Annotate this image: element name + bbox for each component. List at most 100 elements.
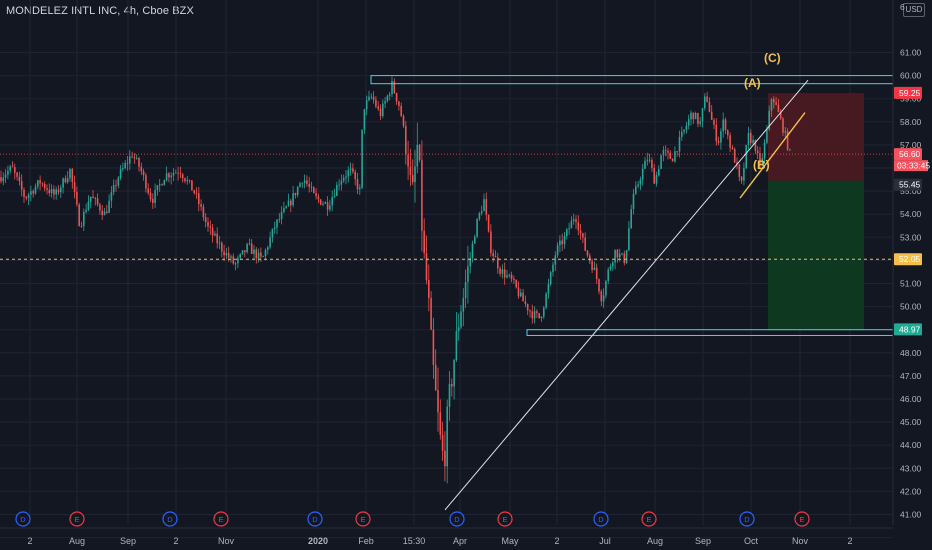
event-marker-label: D (312, 515, 318, 524)
candle-body (294, 193, 297, 196)
candle-body (414, 166, 416, 183)
candle-body (273, 227, 276, 229)
candle-body (216, 233, 218, 244)
candle-body (694, 113, 697, 120)
candle-body (239, 253, 241, 258)
candle-body (441, 434, 444, 451)
dividend-marker (162, 511, 178, 527)
candle-body (547, 284, 550, 294)
candle-body (395, 92, 398, 102)
candle-body (584, 237, 586, 251)
candle-body (227, 253, 230, 258)
candle-body (322, 203, 324, 205)
candle-body (490, 231, 492, 254)
candle-body (250, 243, 253, 254)
candle-body (253, 249, 255, 254)
candle-body (609, 266, 612, 270)
candle-body (290, 200, 292, 206)
candle-body (306, 180, 308, 184)
event-marker-label: E (502, 515, 507, 524)
candle-body (432, 329, 435, 365)
candle-body (48, 189, 51, 194)
candle-body (524, 301, 527, 304)
candle-body (421, 159, 423, 231)
candle-body (34, 186, 37, 194)
candle-body (299, 183, 301, 188)
candle-body (158, 184, 161, 186)
candle-body (260, 252, 262, 257)
time-tick-label: 2 (847, 536, 852, 546)
candle-body (552, 264, 554, 273)
candle-body (267, 247, 269, 250)
candle-body (439, 412, 442, 435)
candle-body (586, 250, 589, 256)
candle-body (655, 175, 658, 184)
candle-body (416, 144, 419, 167)
candle-body (478, 213, 481, 219)
candle-body (437, 390, 439, 413)
candle-body (775, 102, 777, 105)
candle-body (561, 240, 563, 245)
candle-body (276, 219, 278, 228)
candle-body (315, 193, 317, 197)
candle-body (62, 178, 64, 188)
candle-body (641, 168, 644, 180)
price-tick-label: 42.00 (900, 486, 922, 496)
price-tags: 59.25 56.60 03:33:45 55.45 52.05 48.97 (894, 86, 930, 336)
time-tick-label: Oct (744, 536, 759, 546)
candle-body (347, 170, 350, 177)
candle-body (692, 112, 695, 120)
candle-body (474, 236, 476, 244)
candle-body (340, 180, 343, 185)
candle-body (85, 209, 87, 212)
candle-body (494, 256, 497, 258)
candle-body (25, 196, 28, 199)
time-tick-label: Sep (120, 536, 136, 546)
candle-body (402, 116, 405, 126)
candle-body (230, 256, 232, 258)
candle-body (543, 307, 545, 317)
candle-body (142, 171, 145, 176)
candle-body (2, 177, 5, 182)
candle-body (301, 183, 304, 184)
resistance-box (370, 75, 894, 85)
candle-body (354, 171, 356, 180)
candle-body (27, 194, 30, 199)
candle-body (704, 96, 706, 109)
candle-body (616, 249, 619, 258)
candle-body (80, 226, 83, 227)
candle-body (418, 144, 421, 160)
wave-label-b: (B) (753, 158, 770, 172)
take-profit-zone (768, 180, 864, 331)
time-tick-label: 2 (554, 536, 559, 546)
candle-body (784, 131, 787, 133)
candle-body (108, 200, 110, 213)
candle-body (653, 168, 655, 184)
candle-body (676, 151, 678, 153)
candle-body (612, 262, 614, 267)
candle-body (331, 197, 333, 206)
candle-body (526, 303, 529, 311)
candle-body (333, 195, 336, 198)
candle-body (513, 278, 515, 280)
candle-body (377, 106, 379, 109)
candle-body (687, 119, 690, 126)
candle-body (388, 94, 391, 96)
candle-body (545, 293, 547, 308)
candle-body (722, 119, 724, 132)
candle-body (161, 184, 163, 186)
candle-body (349, 168, 352, 171)
candle-body (101, 210, 103, 216)
candle-body (73, 182, 76, 193)
entry-tag-value: 55.45 (899, 180, 921, 190)
currency-button[interactable]: USD (903, 3, 925, 17)
candle-body (372, 96, 375, 100)
candle-body (198, 193, 200, 205)
candle-body (740, 176, 743, 181)
candle-body (87, 201, 90, 210)
candle-body (53, 189, 55, 195)
candle-body (644, 160, 646, 169)
candle-body (0, 177, 2, 182)
candle-body (78, 204, 80, 227)
